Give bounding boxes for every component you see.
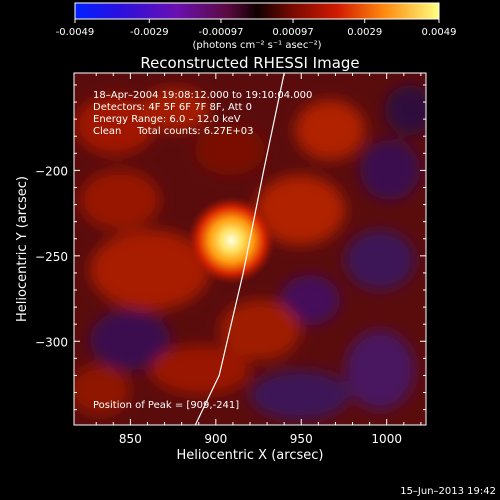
x-tick-label: 900: [204, 432, 227, 446]
y-tick-label: −300: [35, 335, 68, 349]
colorbar-tick-label: -0.00097: [198, 27, 243, 38]
x-tick-label: 950: [290, 432, 313, 446]
y-tick-label: −200: [35, 164, 68, 178]
chart-title: Reconstructed RHESSI Image: [140, 54, 359, 72]
colorbar-ticks: -0.0049 -0.0029 -0.00097 0.00097 0.0029 0.004…: [56, 19, 457, 38]
colorbar-unit-label: (photons cm⁻² s⁻¹ asec⁻²): [192, 40, 321, 51]
x-tick-label: 850: [119, 432, 142, 446]
annotation-energy: Energy Range: 6.0 – 12.0 keV: [93, 114, 241, 125]
colorbar-tick-label: 0.0029: [347, 27, 382, 38]
colorbar: -0.0049 -0.0029 -0.00097 0.00097 0.0029 0.004…: [56, 2, 457, 51]
x-tick-label: 1000: [371, 432, 402, 446]
x-axis-ticks: 850 900 950 1000: [95, 73, 422, 446]
colorbar-tick-label: -0.0049: [56, 27, 95, 38]
annotation-clean: Clean Total counts: 6.27E+03: [93, 126, 253, 137]
heatmap-image: [74, 73, 426, 425]
y-axis-ticks: −200 −250 −300: [35, 84, 426, 411]
colorbar-tick-label: -0.0029: [130, 27, 169, 38]
footer-date: 15–Jun–2013 19:42: [400, 486, 496, 497]
y-axis-label: Heliocentric Y (arcsec): [15, 176, 30, 322]
annotation-detectors: Detectors: 4F 5F 6F 7F 8F, Att 0: [93, 102, 252, 113]
x-axis-label: Heliocentric X (arcsec): [177, 448, 324, 463]
solar-limb-line: [194, 73, 285, 425]
y-tick-label: −250: [35, 250, 68, 264]
colorbar-tick-label: 0.00097: [272, 27, 313, 38]
emission-peak: [187, 196, 276, 285]
annotation-peak-position: Position of Peak = [909,-241]: [93, 400, 239, 411]
colorbar-gradient: [74, 2, 440, 20]
annotation-time: 18–Apr–2004 19:08:12.000 to 19:10:04.000: [93, 90, 312, 101]
colorbar-tick-label: 0.0049: [422, 27, 457, 38]
